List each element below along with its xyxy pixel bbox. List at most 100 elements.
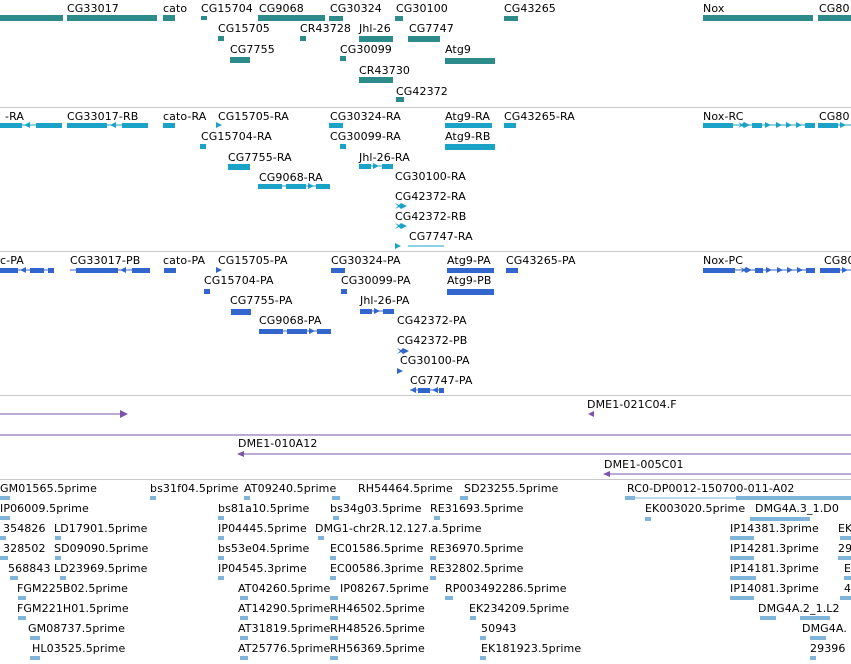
est-label[interactable]: 328502 [3, 542, 46, 555]
protein-label[interactable]: CG7755-PA [230, 294, 293, 307]
transcript-glyph[interactable] [395, 203, 407, 209]
protein-label[interactable]: CG30324-PA [331, 254, 401, 267]
transcript-label[interactable]: CG9068-RA [259, 171, 323, 184]
est-label[interactable]: bs53e04.5prime [218, 542, 310, 555]
gene-label[interactable]: Nox [703, 2, 725, 15]
gene-glyph[interactable] [230, 57, 250, 63]
transcript-label[interactable]: Jhl-26-RA [359, 151, 410, 164]
protein-label[interactable]: CG15705-PA [218, 254, 288, 267]
protein-glyph[interactable] [0, 267, 54, 273]
est-label[interactable]: 29 [838, 542, 851, 555]
protein-label[interactable]: CG42372-PA [397, 314, 467, 327]
gene-glyph[interactable] [340, 56, 346, 61]
protein-glyph[interactable] [231, 309, 251, 315]
protein-glyph[interactable] [216, 267, 222, 273]
est-label[interactable]: EC00586.3prime [330, 562, 424, 575]
protein-glyph[interactable] [447, 268, 494, 273]
protein-glyph[interactable] [259, 328, 331, 334]
transcript-label[interactable]: -RA [5, 110, 24, 123]
est-label[interactable]: IP14281.3prime [730, 542, 819, 555]
clone-glyph[interactable] [588, 411, 594, 417]
protein-glyph[interactable] [410, 387, 444, 393]
protein-glyph[interactable] [506, 268, 518, 273]
est-label[interactable]: GM08737.5prime [28, 622, 125, 635]
est-label[interactable]: EK234209.5prime [469, 602, 570, 615]
gene-glyph[interactable] [359, 77, 393, 83]
transcript-label[interactable]: Atg9-RB [445, 130, 491, 143]
protein-glyph[interactable] [164, 268, 176, 273]
est-label[interactable]: bs34g03.5prime [330, 502, 422, 515]
est-label[interactable]: GM01565.5prime [0, 482, 97, 495]
gene-glyph[interactable] [163, 15, 175, 21]
protein-label[interactable]: Nox-PC [703, 254, 744, 267]
est-label[interactable]: RE32802.5prime [430, 562, 524, 575]
protein-label[interactable]: CG42372-PB [397, 334, 468, 347]
est-label[interactable]: RE36970.5prime [430, 542, 524, 555]
transcript-label[interactable]: CG43265-RA [504, 110, 575, 123]
protein-glyph[interactable] [397, 368, 403, 374]
protein-label[interactable]: CG30099-PA [341, 274, 411, 287]
transcript-glyph[interactable] [445, 144, 495, 150]
gene-label[interactable]: CR43730 [359, 64, 411, 77]
transcript-glyph[interactable] [504, 123, 516, 128]
transcript-glyph[interactable] [329, 123, 343, 128]
gene-glyph[interactable] [258, 15, 325, 21]
transcript-glyph[interactable] [258, 183, 330, 189]
clone-label[interactable]: DME1-010A12 [238, 437, 318, 450]
est-label[interactable]: IP06009.5prime [0, 502, 89, 515]
est-label[interactable]: IP14081.3prime [730, 582, 819, 595]
est-label[interactable]: AT25776.5prime [238, 642, 331, 655]
gene-label[interactable]: CG30100 [396, 2, 448, 15]
transcript-glyph[interactable] [818, 122, 851, 128]
est-label[interactable]: LD23969.5prime [54, 562, 148, 575]
transcript-label[interactable]: CG30099-RA [330, 130, 401, 143]
protein-glyph[interactable] [204, 289, 210, 294]
est-label[interactable]: AT14290.5prime [238, 602, 331, 615]
clone-label[interactable]: DME1-005C01 [604, 458, 684, 471]
gene-label[interactable]: CG30324 [330, 2, 382, 15]
gene-glyph[interactable] [445, 58, 495, 64]
transcript-glyph[interactable] [395, 223, 407, 229]
est-label[interactable]: AT04260.5prime [238, 582, 331, 595]
gene-label[interactable]: CG42372 [396, 85, 448, 98]
protein-label[interactable]: Jhl-26-PA [360, 294, 410, 307]
transcript-label[interactable]: CG33017-RB [67, 110, 139, 123]
est-label[interactable]: RH56369.5prime [330, 642, 425, 655]
gene-glyph[interactable] [395, 16, 403, 21]
est-label[interactable]: 50943 [481, 622, 517, 635]
gene-label[interactable]: cato [163, 2, 188, 15]
gene-label[interactable]: CG15704 [201, 2, 253, 15]
protein-glyph[interactable] [341, 289, 347, 294]
protein-label[interactable]: CG43265-PA [506, 254, 576, 267]
transcript-label[interactable]: CG15705-RA [218, 110, 289, 123]
est-label[interactable]: E [844, 562, 851, 575]
transcript-label[interactable]: CG42372-RA [395, 190, 466, 203]
gene-glyph[interactable] [818, 15, 851, 21]
est-label[interactable]: FGM221H01.5prime [17, 602, 129, 615]
est-label[interactable]: DMG4A.2_1.L2 [758, 602, 840, 615]
gene-glyph[interactable] [703, 15, 813, 21]
est-label[interactable]: bs31f04.5prime [150, 482, 239, 495]
est-label[interactable]: EK003020.5prime [645, 502, 746, 515]
transcript-glyph[interactable] [0, 122, 62, 128]
est-label[interactable]: 29396 [810, 642, 846, 655]
est-label[interactable]: RH48526.5prime [330, 622, 425, 635]
gene-label[interactable]: CG9068 [259, 2, 304, 15]
gene-glyph[interactable] [359, 36, 393, 42]
gene-label[interactable]: CG7755 [230, 43, 275, 56]
est-label[interactable]: 354826 [3, 522, 46, 535]
est-label[interactable]: SD09090.5prime [54, 542, 149, 555]
protein-label[interactable]: CG7747-PA [410, 374, 473, 387]
gene-glyph[interactable] [67, 15, 157, 21]
est-label[interactable]: AT31819.5prime [238, 622, 331, 635]
gene-label[interactable]: CG15705 [218, 22, 270, 35]
est-label[interactable]: LD17901.5prime [54, 522, 148, 535]
gene-glyph[interactable] [201, 16, 207, 20]
transcript-label[interactable]: Nox-RC [703, 110, 744, 123]
est-label[interactable]: DMG1-chr2R.12.127.a.5prime [315, 522, 482, 535]
est-label[interactable]: FGM225B02.5prime [17, 582, 129, 595]
protein-label[interactable]: c-PA [0, 254, 24, 267]
est-label[interactable]: EK [838, 522, 851, 535]
gene-label[interactable]: Atg9 [445, 43, 472, 56]
est-label[interactable]: 4 [844, 582, 851, 595]
